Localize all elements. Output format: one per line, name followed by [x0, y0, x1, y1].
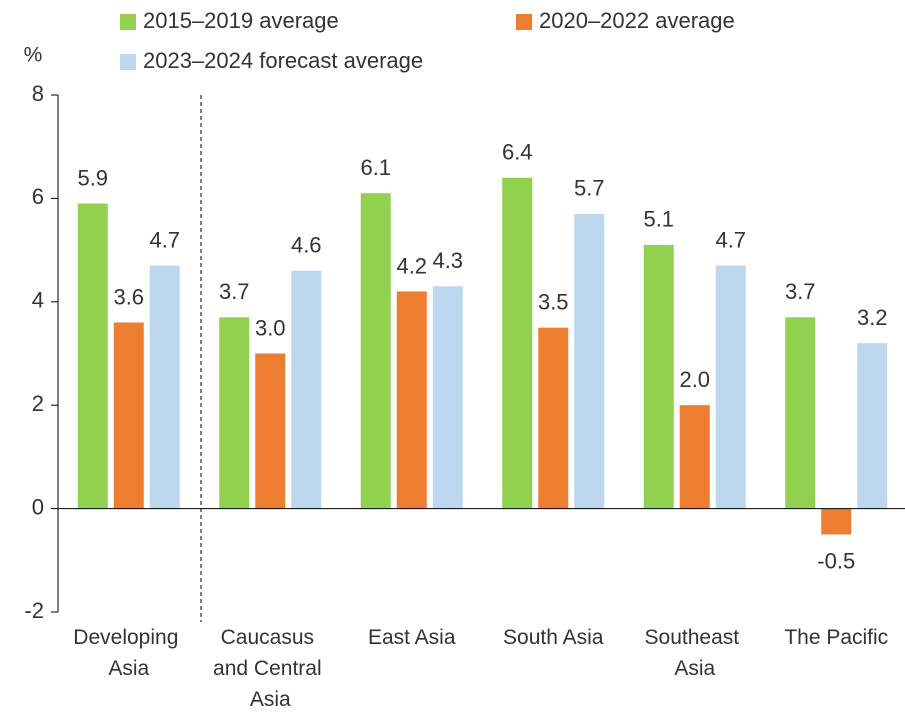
data-label: 4.7 [149, 227, 180, 252]
bar [821, 508, 852, 535]
bar [574, 213, 605, 509]
legend-swatch [516, 14, 532, 30]
data-label: 6.4 [502, 140, 533, 165]
bar [291, 270, 322, 509]
x-tick-label: Southeast Asia [645, 626, 745, 680]
data-label: 3.6 [113, 284, 144, 309]
y-tick-label: -2 [24, 598, 44, 623]
x-tick-label: South Asia [503, 626, 604, 649]
data-label: 4.6 [291, 233, 322, 258]
bar [396, 291, 427, 509]
bar [149, 265, 180, 509]
x-tick-label: Developing Asia [73, 626, 184, 680]
bar [715, 265, 746, 509]
bar [219, 317, 250, 509]
legend-label: 2015–2019 average [143, 8, 339, 33]
data-label: 2.0 [679, 367, 710, 392]
y-tick-label: 4 [32, 288, 44, 313]
data-label: 4.3 [432, 248, 463, 273]
y-unit: % [24, 44, 43, 67]
y-tick-label: 2 [32, 391, 44, 416]
bar [77, 203, 108, 509]
y-tick-label: 0 [32, 494, 44, 519]
y-tick-label: 6 [32, 184, 44, 209]
data-label: 3.5 [538, 289, 569, 314]
bar [785, 317, 816, 509]
data-label: 3.2 [857, 305, 888, 330]
data-label: 4.7 [715, 227, 746, 252]
y-tick-label: 8 [32, 81, 44, 106]
data-label: 5.7 [574, 176, 605, 201]
bar [113, 322, 144, 509]
data-label: 5.9 [77, 165, 108, 190]
bar [502, 177, 533, 509]
bar [432, 286, 463, 509]
x-tick-label: Caucasus and Central Asia [213, 626, 327, 711]
legend-swatch [120, 54, 136, 70]
bar [857, 343, 888, 509]
data-label: 6.1 [360, 155, 391, 180]
data-label: 3.7 [219, 279, 250, 304]
bar [679, 405, 710, 509]
legend-swatch [120, 14, 136, 30]
bar [538, 327, 569, 509]
data-label: 4.2 [396, 253, 427, 278]
data-label: 3.0 [255, 315, 286, 340]
legend-label: 2023–2024 forecast average [143, 48, 423, 73]
data-label: 5.1 [643, 207, 674, 232]
data-label: -0.5 [817, 548, 855, 573]
x-tick-label: East Asia [368, 626, 456, 649]
legend-label: 2020–2022 average [539, 8, 735, 33]
bar [360, 193, 391, 509]
bar [255, 353, 286, 509]
bar [643, 244, 674, 509]
x-tick-label: The Pacific [784, 626, 888, 649]
data-label: 3.7 [785, 279, 816, 304]
